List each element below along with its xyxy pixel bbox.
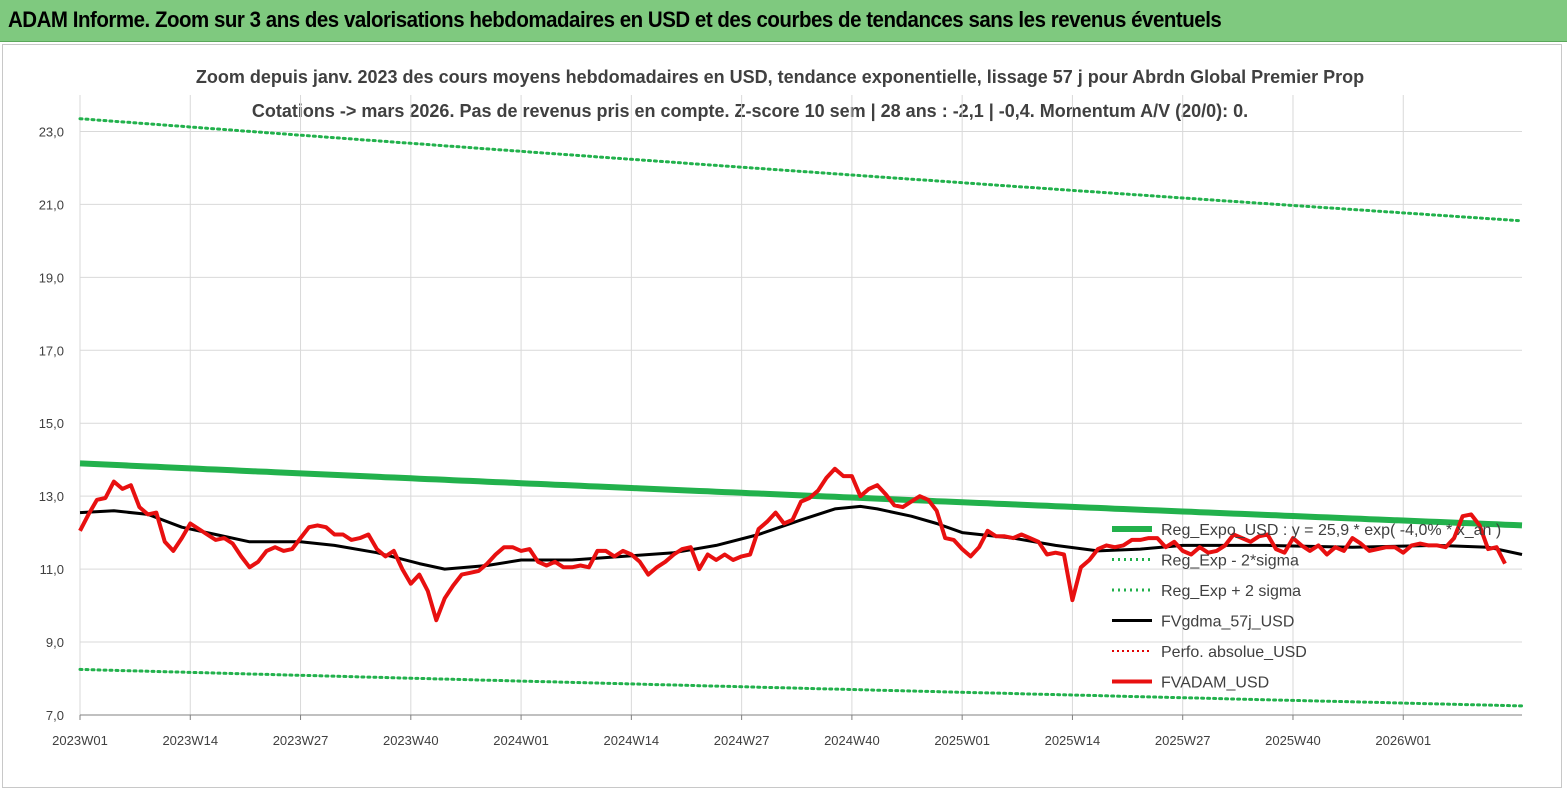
banner: ADAM Informe. Zoom sur 3 ans des valoris… (0, 0, 1567, 42)
series-group (78, 117, 1524, 708)
legend: Reg_Expo_USD : y = 25,9 * exp( -4,0% * x… (1112, 522, 1501, 692)
banner-title: ADAM Informe. Zoom sur 3 ans des valoris… (8, 7, 1222, 32)
legend-label: Reg_Expo_USD : y = 25,9 * exp( -4,0% * x… (1161, 522, 1501, 539)
y-tick-label: 17,0 (39, 343, 64, 358)
series-price (78, 466, 1507, 623)
x-tick-label: 2024W27 (714, 733, 770, 748)
y-tick-label: 15,0 (39, 416, 64, 431)
x-tick-label: 2023W40 (383, 733, 439, 748)
y-tick-label: 9,0 (46, 635, 64, 650)
x-tick-label: 2023W14 (162, 733, 218, 748)
x-tick-label: 2023W01 (52, 733, 108, 748)
x-tick-label: 2025W01 (934, 733, 990, 748)
legend-label: FVADAM_USD (1161, 675, 1269, 692)
x-tick-label: 2025W14 (1045, 733, 1101, 748)
legend-label: Reg_Exp + 2 sigma (1161, 583, 1301, 600)
y-tick-label: 7,0 (46, 708, 64, 723)
chart-title: Zoom depuis janv. 2023 des cours moyens … (196, 67, 1364, 87)
x-tick-label: 2024W01 (493, 733, 549, 748)
series-upper-band (78, 117, 1524, 223)
x-tick-label: 2025W27 (1155, 733, 1211, 748)
x-tick-label: 2023W27 (273, 733, 329, 748)
x-tick-label: 2024W40 (824, 733, 880, 748)
legend-label: Reg_Exp - 2*sigma (1161, 553, 1299, 570)
chart-subtitle: Cotations -> mars 2026. Pas de revenus p… (252, 101, 1248, 121)
x-axis: 2023W01 2023W14 2023W27 2023W40 2024W01 2024W… (52, 714, 1522, 748)
legend-label: FVgdma_57j_USD (1161, 614, 1294, 631)
series-trend (79, 460, 1523, 529)
y-tick-label: 11,0 (40, 562, 64, 577)
y-tick-label: 23,0 (39, 124, 64, 139)
y-axis: 7,0 9,0 11,0 13,0 15,0 17,0 19,0 21,0 23,0 (39, 124, 64, 723)
gridlines (79, 95, 1522, 716)
x-tick-label: 2024W14 (604, 733, 660, 748)
series-lower-band (78, 667, 1524, 708)
x-tick-label: 2026W01 (1375, 733, 1431, 748)
y-tick-label: 13,0 (39, 489, 64, 504)
chart-frame (2, 44, 1562, 788)
legend-label: Perfo. absolue_USD (1161, 644, 1307, 661)
y-tick-label: 21,0 (39, 197, 64, 212)
x-tick-label: 2025W40 (1265, 733, 1321, 748)
y-tick-label: 19,0 (39, 270, 64, 285)
